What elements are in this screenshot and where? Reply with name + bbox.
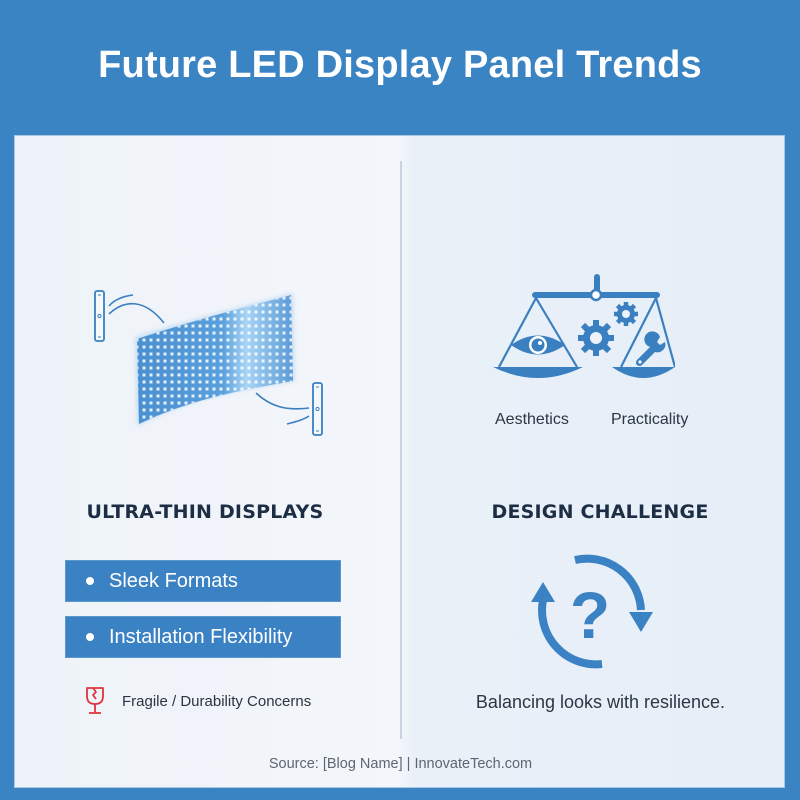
design-challenge-heading: DESIGN CHALLENGE [491,501,709,523]
content-panel: Aesthetics Practicality ULTRA-THIN DISPL… [14,135,785,788]
page-title: Future LED Display Panel Trends [98,44,702,86]
bullet-dot-icon [86,577,94,585]
flexible-led-panel-illustration [85,281,345,451]
balance-scale-illustration [485,274,677,394]
bullet-label: Sleek Formats [109,569,238,592]
bullet-sleek-formats: Sleek Formats [65,560,341,602]
bullet-installation-flexibility: Installation Flexibility [65,616,341,658]
source-footer: Source: [Blog Name] | InnovateTech.com [268,756,533,772]
eye-icon [511,335,565,355]
question-cycle-icon: ? [525,552,665,672]
wall-bracket-icon [94,290,165,342]
ultra-thin-heading: ULTRA-THIN DISPLAYS [86,501,324,523]
aesthetics-label: Aesthetics [495,411,569,428]
warning-label: Fragile / Durability Concerns [122,692,312,710]
gears-icon [578,302,638,356]
column-divider [400,161,402,739]
bullet-dot-icon [86,633,94,641]
challenge-caption: Balancing looks with resilience. [475,692,726,712]
fragile-warning: Fragile / Durability Concerns [85,686,311,716]
svg-text:?: ? [570,578,610,652]
fragile-glass-icon [86,687,104,714]
practicality-label: Practicality [611,411,689,428]
wall-bracket-icon [255,382,323,436]
bullet-label: Installation Flexibility [109,625,293,648]
wrench-icon [635,331,666,367]
